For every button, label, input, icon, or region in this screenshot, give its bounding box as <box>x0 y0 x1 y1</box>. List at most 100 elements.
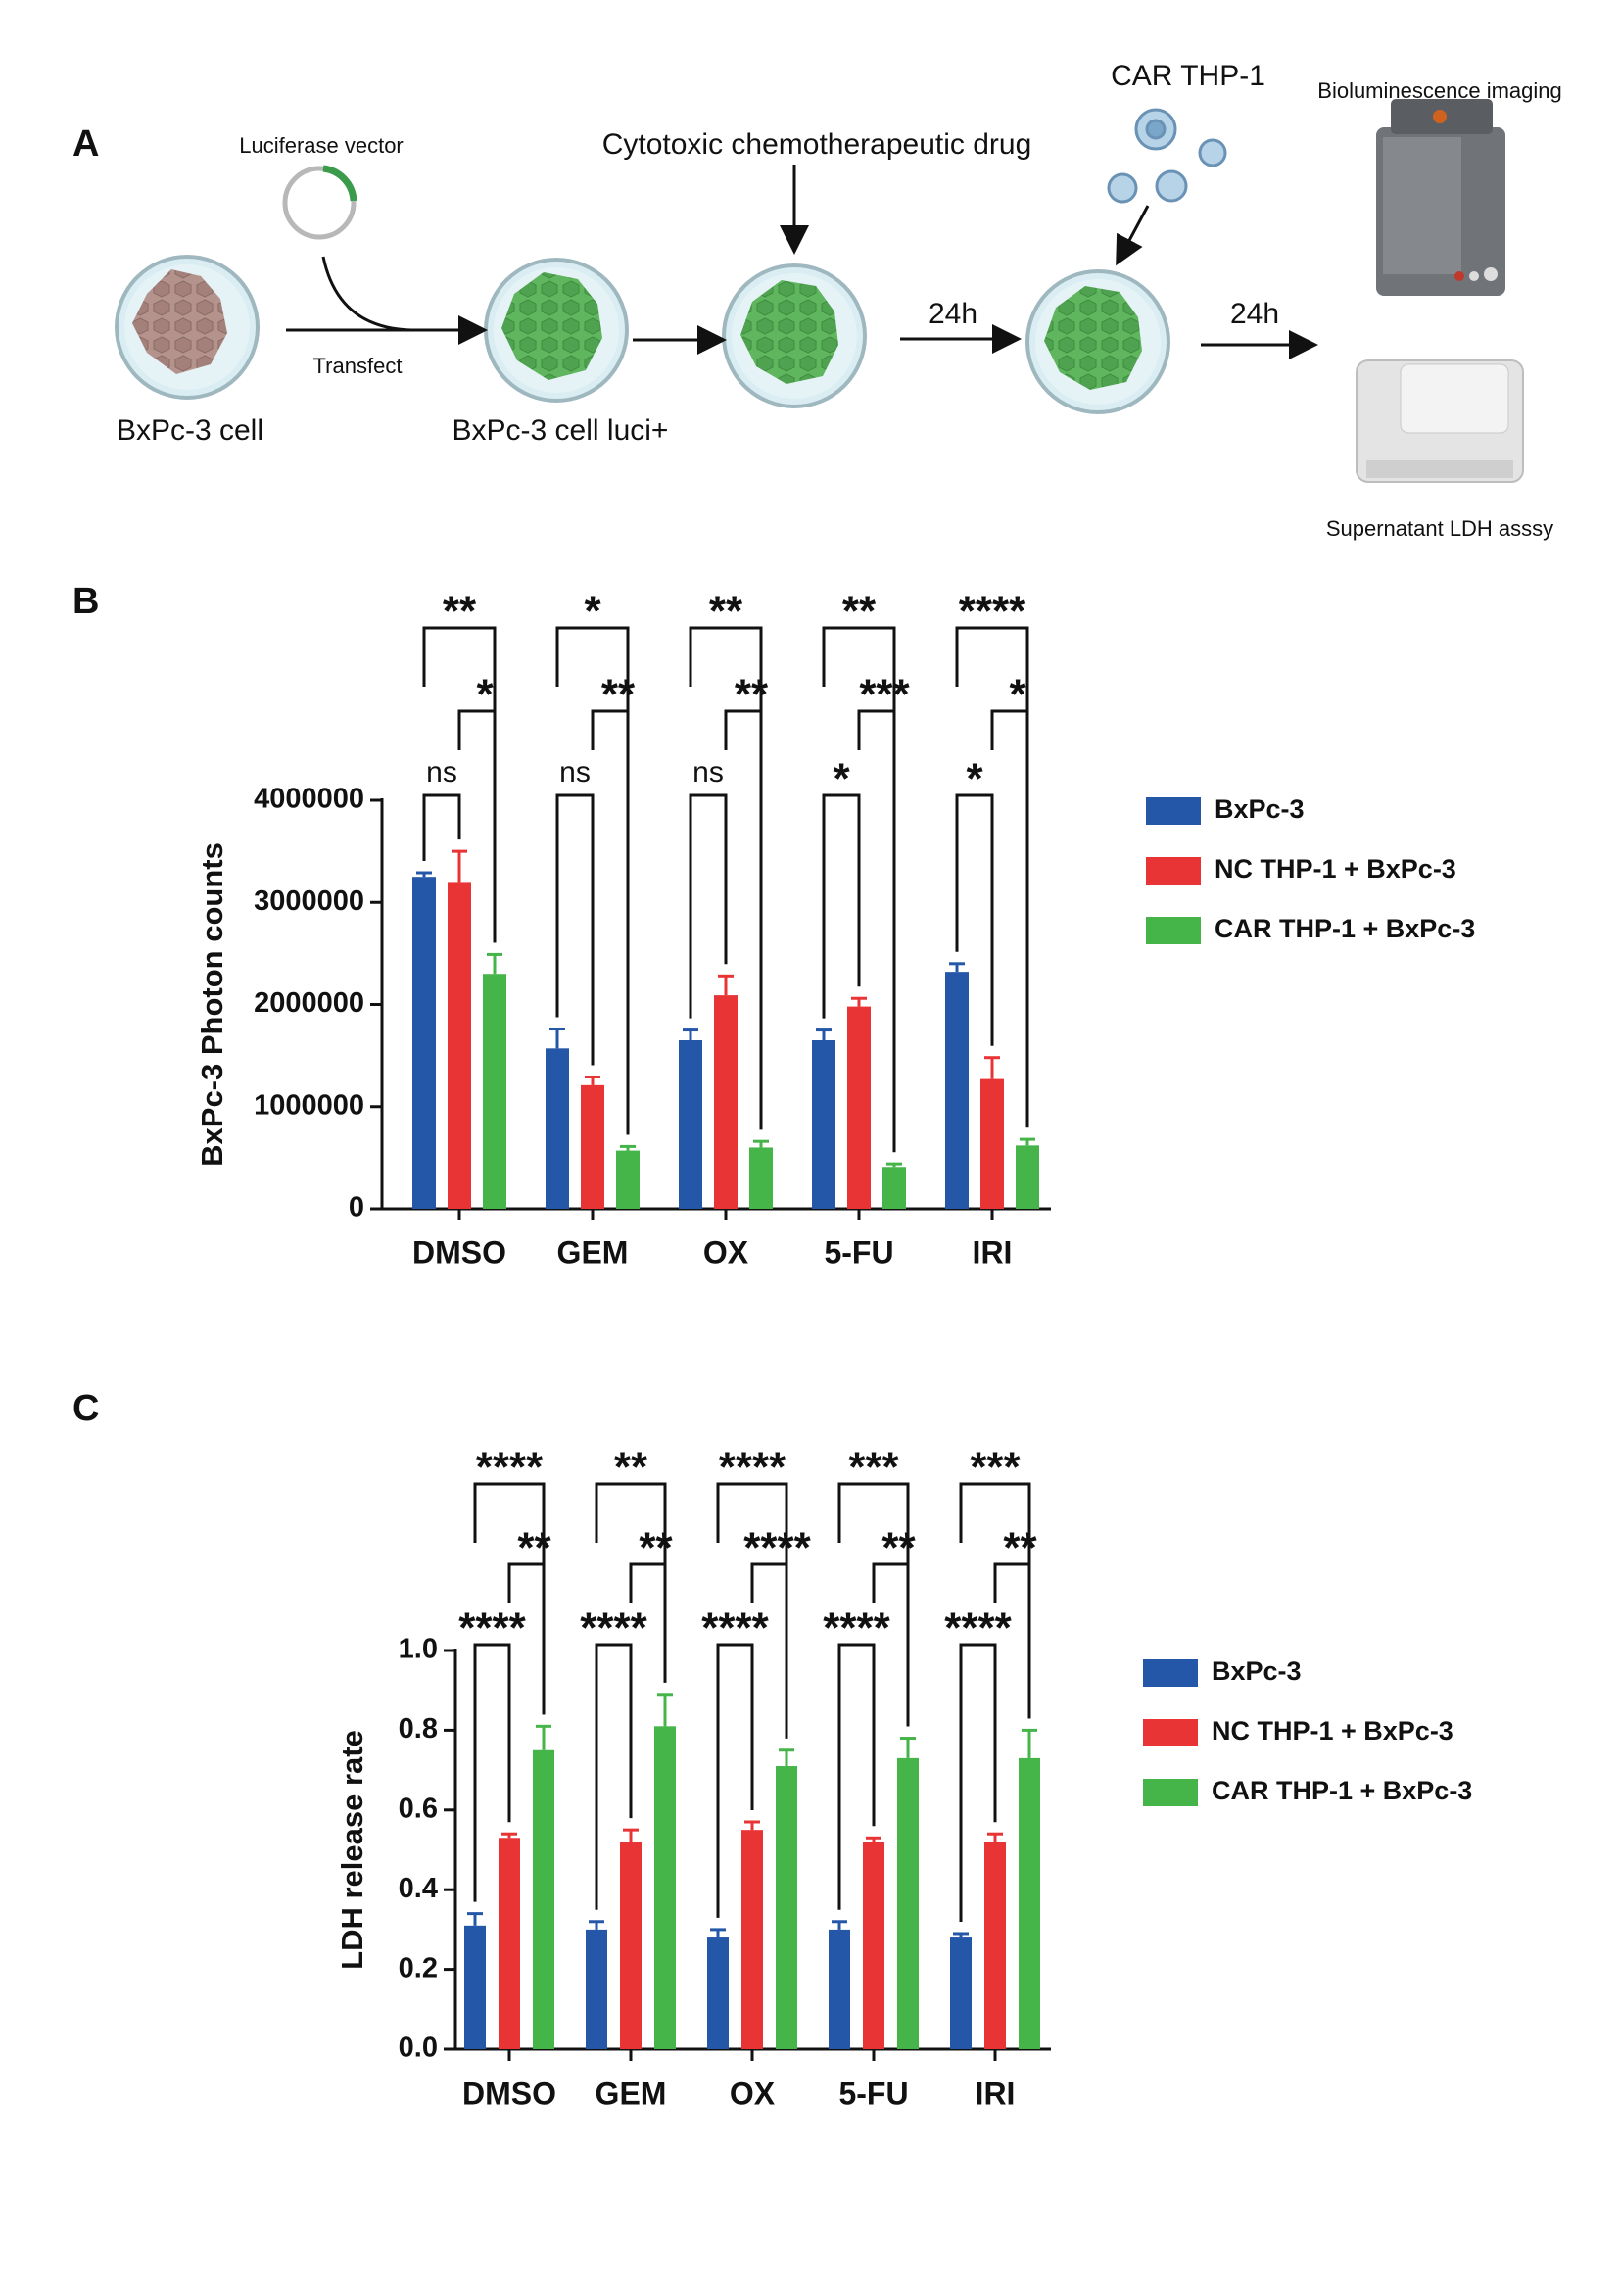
error-bar <box>452 849 467 883</box>
significance-bracket <box>716 1643 754 1918</box>
error-bar <box>416 871 432 878</box>
error-bar <box>753 1139 769 1148</box>
error-bar <box>987 1832 1003 1842</box>
y-tick-label: 1000000 <box>254 1089 364 1121</box>
error-bar <box>623 1828 639 1842</box>
x-tick-label: DMSO <box>412 1234 506 1269</box>
x-tick-label: OX <box>730 2076 776 2111</box>
bar <box>586 1929 607 2049</box>
y-tick-label: 0.4 <box>399 1873 438 1904</box>
error-bar <box>1020 1137 1035 1146</box>
significance-label: ** <box>614 1444 648 1492</box>
significance-label: ** <box>601 671 636 719</box>
legend-swatch <box>1146 857 1201 885</box>
error-bar <box>779 1748 794 1767</box>
legend-label: CAR THP-1 + BxPc-3 <box>1212 1776 1472 1805</box>
diagram-label: Transfect <box>313 354 403 378</box>
significance-bracket <box>457 709 497 943</box>
x-tick-label: IRI <box>976 2076 1016 2111</box>
x-tick-label: OX <box>703 1234 749 1269</box>
bar <box>1016 1145 1039 1209</box>
y-tick-label: 0.8 <box>399 1713 438 1745</box>
bar <box>654 1726 676 2049</box>
y-axis-label: BxPc-3 Photon counts <box>195 842 229 1167</box>
dish <box>1025 269 1170 414</box>
significance-label: **** <box>580 1604 647 1652</box>
y-axis-label: LDH release rate <box>335 1730 369 1970</box>
bar <box>707 1937 729 2049</box>
legend-swatch <box>1143 1779 1198 1806</box>
y-tick-label: 1.0 <box>399 1634 438 1665</box>
diagram-label: CAR THP-1 <box>1111 60 1265 92</box>
significance-label: ** <box>1003 1524 1037 1572</box>
bar <box>581 1084 604 1209</box>
x-tick-label: DMSO <box>462 2076 556 2111</box>
significance-label: ** <box>639 1524 673 1572</box>
bar <box>847 1006 871 1209</box>
bar <box>882 1167 906 1209</box>
significance-label: ** <box>709 588 743 636</box>
bar <box>984 1842 1006 2049</box>
significance-bracket <box>724 709 763 1130</box>
significance-label: **** <box>944 1604 1012 1652</box>
error-bar <box>536 1724 551 1750</box>
significance-bracket <box>822 793 861 1019</box>
y-tick-label: 4000000 <box>254 784 364 815</box>
diagram-label: Supernatant LDH asssy <box>1326 516 1553 541</box>
bar <box>483 974 506 1209</box>
y-tick-label: 0.2 <box>399 1952 438 1984</box>
significance-label: * <box>476 671 494 719</box>
bar <box>714 995 738 1209</box>
significance-bracket <box>507 1562 546 1715</box>
significance-label: *** <box>848 1444 899 1492</box>
significance-label: ** <box>735 671 769 719</box>
error-bar <box>866 1836 881 1842</box>
bar <box>1019 1757 1040 2049</box>
significance-label: **** <box>701 1604 769 1652</box>
diagram-label: Luciferase vector <box>239 133 404 158</box>
dish <box>115 255 260 400</box>
error-bar <box>718 974 734 996</box>
significance-label: ** <box>842 588 877 636</box>
error-bar <box>1022 1728 1037 1758</box>
significance-label: * <box>966 755 983 803</box>
error-bar <box>886 1162 902 1168</box>
bar <box>812 1039 835 1209</box>
error-bar <box>585 1076 600 1085</box>
y-tick-label: 0 <box>349 1192 364 1223</box>
error-bar <box>487 952 502 975</box>
bar <box>620 1842 642 2049</box>
error-bar <box>501 1832 517 1839</box>
significance-bracket <box>857 709 896 1153</box>
y-tick-label: 0.6 <box>399 1793 438 1824</box>
bar <box>749 1147 773 1209</box>
arrow <box>321 256 412 332</box>
x-tick-label: GEM <box>557 1234 629 1269</box>
significance-bracket <box>959 1643 997 1922</box>
bar <box>945 972 969 1209</box>
legend-swatch <box>1143 1719 1198 1746</box>
vector-plasmid <box>282 165 357 240</box>
significance-bracket <box>750 1562 788 1739</box>
legend-label: BxPc-3 <box>1215 794 1305 824</box>
panel-label: C <box>72 1388 99 1429</box>
bar-chart: 0.0 0.2 0.4 0.6 0.8 1.0 LDH release rate DMSO **… <box>335 1444 1472 2112</box>
error-bar <box>683 1028 698 1040</box>
error-bar <box>984 1056 1000 1079</box>
error-bar <box>744 1820 760 1831</box>
legend-swatch <box>1146 797 1201 825</box>
significance-label: **** <box>743 1524 811 1572</box>
panel-label: A <box>72 123 99 165</box>
bar <box>616 1150 640 1209</box>
y-tick-label: 3000000 <box>254 885 364 917</box>
dish <box>484 258 629 403</box>
bar <box>464 1925 486 2049</box>
diagram-label: Bioluminescence imaging <box>1317 78 1561 103</box>
significance-label: *** <box>970 1444 1021 1492</box>
x-tick-label: 5-FU <box>824 1234 893 1269</box>
legend-label: BxPc-3 <box>1212 1656 1302 1686</box>
arrow <box>1116 205 1150 266</box>
error-bar <box>851 996 867 1007</box>
bar <box>741 1830 763 2049</box>
